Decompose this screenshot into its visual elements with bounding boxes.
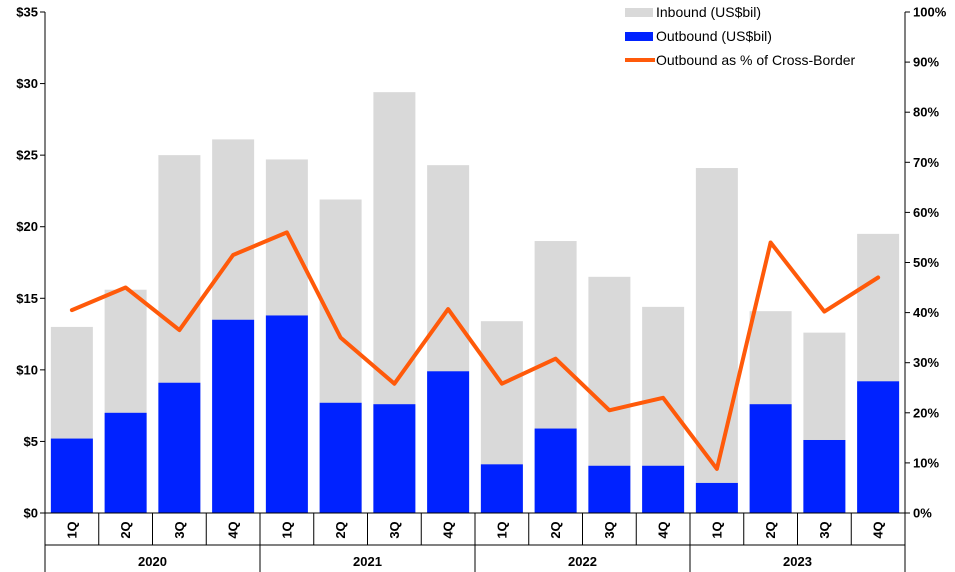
quarter-label: 1Q xyxy=(709,521,724,538)
legend-label: Outbound as % of Cross-Border xyxy=(656,52,856,68)
year-label: 2022 xyxy=(568,554,597,569)
year-label: 2020 xyxy=(138,554,167,569)
axes: $0 $5 $10 $15 $20 $25 $30 $35 0% 10% 20% 30% 40% 50% 6… xyxy=(16,5,947,572)
outbound-bars xyxy=(50,315,900,513)
outbound-bar xyxy=(695,482,738,513)
outbound-bar xyxy=(642,465,685,513)
quarter-label: 1Q xyxy=(494,521,509,538)
outbound-bar xyxy=(857,381,900,513)
legend-label: Inbound (US$bil) xyxy=(656,4,761,20)
outbound-bar xyxy=(534,428,577,513)
left-tick-label: $25 xyxy=(16,148,38,163)
outbound-bar xyxy=(480,464,523,513)
year-label: 2023 xyxy=(783,554,812,569)
right-tick-label: 100% xyxy=(913,5,947,20)
left-tick-label: $0 xyxy=(24,506,38,521)
outbound-share-line-layer xyxy=(69,230,881,471)
outbound-bar xyxy=(749,404,792,513)
legend-bar-swatch xyxy=(625,8,653,17)
quarter-label: 3Q xyxy=(387,521,402,538)
right-tick-label: 20% xyxy=(913,405,939,420)
legend: Inbound (US$bil) Outbound (US$bil) Outboun… xyxy=(625,4,856,68)
right-tick-label: 0% xyxy=(913,506,932,521)
right-tick-label: 90% xyxy=(913,55,939,70)
inbound-bar xyxy=(695,168,738,514)
right-tick-label: 70% xyxy=(913,155,939,170)
quarter-label: 4Q xyxy=(226,521,241,538)
right-tick-label: 50% xyxy=(913,255,939,270)
quarter-label: 3Q xyxy=(172,521,187,538)
quarter-label: 1Q xyxy=(64,521,79,538)
quarter-label: 4Q xyxy=(656,521,671,538)
left-tick-label: $15 xyxy=(16,291,38,306)
left-tick-label: $35 xyxy=(16,5,38,20)
outbound-bar xyxy=(158,382,201,513)
outbound-bar xyxy=(319,402,362,513)
right-tick-label: 30% xyxy=(913,355,939,370)
right-tick-label: 10% xyxy=(913,455,939,470)
quarter-label: 2Q xyxy=(763,521,778,538)
quarter-label: 1Q xyxy=(279,521,294,538)
left-tick-label: $10 xyxy=(16,362,38,377)
left-tick-label: $5 xyxy=(24,434,38,449)
left-tick-label: $30 xyxy=(16,76,38,91)
outbound-bar xyxy=(265,315,308,513)
outbound-bar xyxy=(212,319,255,513)
outbound-bar xyxy=(588,465,631,513)
outbound-bar xyxy=(427,371,470,513)
quarter-label: 2Q xyxy=(118,521,133,538)
quarter-label: 2Q xyxy=(548,521,563,538)
outbound-bar xyxy=(104,412,147,513)
quarter-label: 3Q xyxy=(602,521,617,538)
legend-bar-swatch xyxy=(625,32,653,41)
outbound-share-line xyxy=(69,230,881,471)
quarter-label: 2Q xyxy=(333,521,348,538)
legend-label: Outbound (US$bil) xyxy=(656,28,772,44)
quarter-label: 4Q xyxy=(441,521,456,538)
right-tick-label: 40% xyxy=(913,305,939,320)
quarter-label: 4Q xyxy=(871,521,886,538)
left-tick-label: $20 xyxy=(16,219,38,234)
right-tick-label: 80% xyxy=(913,105,939,120)
outbound-bar xyxy=(803,439,846,513)
outbound-bar xyxy=(373,404,416,513)
right-tick-label: 60% xyxy=(913,205,939,220)
outbound-bar xyxy=(50,438,93,513)
year-label: 2021 xyxy=(353,554,382,569)
quarter-label: 3Q xyxy=(817,521,832,538)
